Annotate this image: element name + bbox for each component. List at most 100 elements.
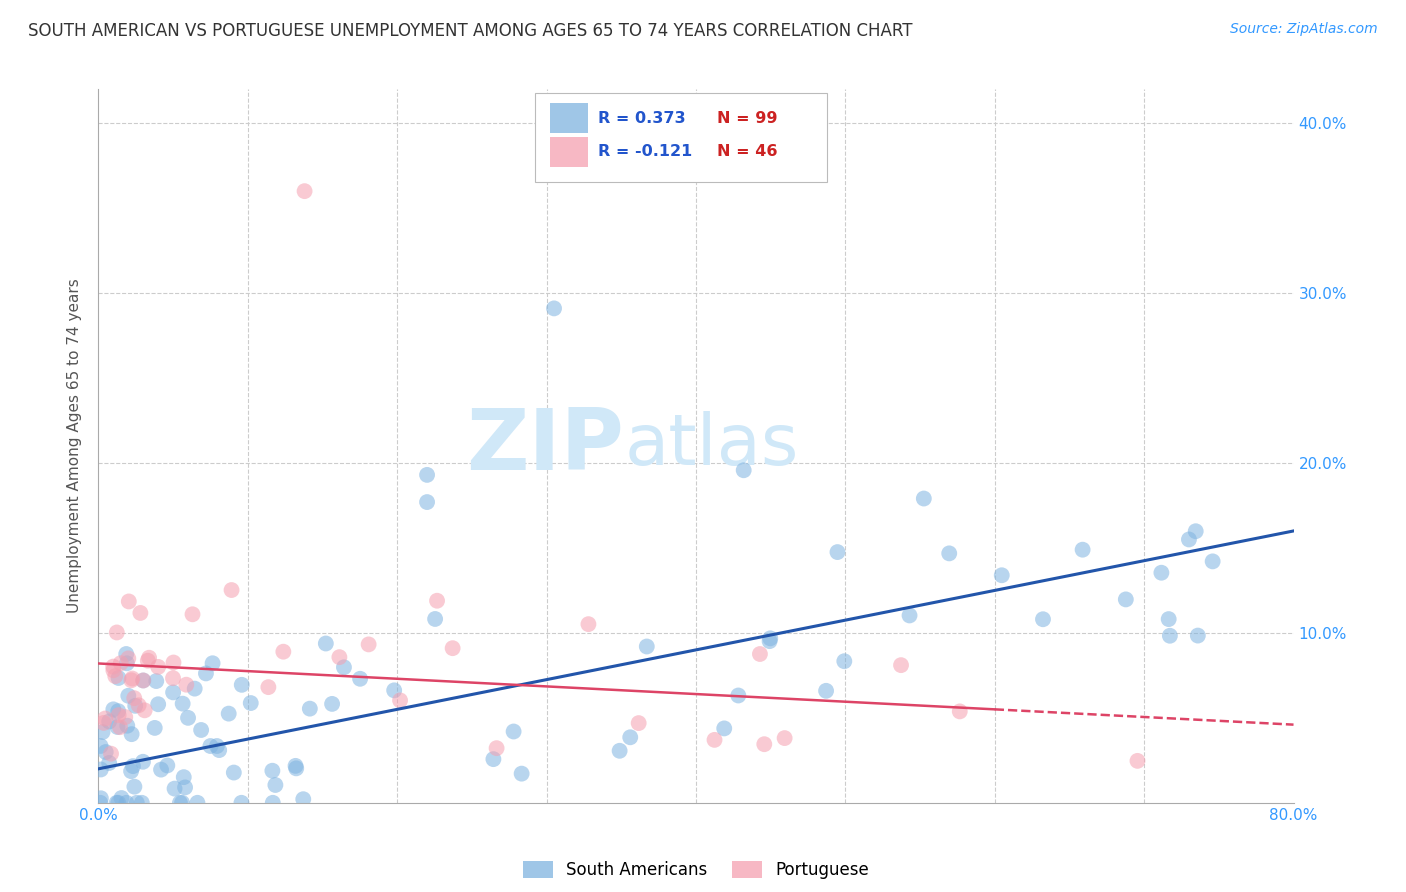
Point	[108, 720, 131, 734]
Point	[426, 593, 449, 607]
Point	[773, 731, 796, 745]
Point	[107, 671, 129, 685]
Point	[328, 650, 350, 665]
Point	[834, 654, 856, 668]
Text: N = 46: N = 46	[717, 145, 778, 160]
Point	[733, 463, 755, 477]
Point	[1150, 566, 1173, 580]
Text: N = 99: N = 99	[717, 111, 778, 126]
Point	[759, 632, 782, 646]
Point	[120, 673, 142, 688]
Point	[132, 673, 155, 688]
Point	[748, 647, 770, 661]
Point	[174, 780, 197, 795]
Point	[173, 770, 195, 784]
Point	[136, 654, 159, 668]
Point	[221, 582, 243, 597]
Point	[115, 657, 138, 671]
Point	[94, 745, 117, 759]
Point	[107, 708, 129, 723]
Point	[143, 721, 166, 735]
Point	[627, 716, 650, 731]
Point	[134, 703, 156, 717]
Text: atlas: atlas	[624, 411, 799, 481]
Point	[90, 739, 112, 753]
Point	[110, 791, 132, 805]
Point	[231, 796, 253, 810]
Point	[285, 761, 308, 775]
Point	[482, 752, 505, 766]
Point	[1126, 754, 1149, 768]
Point	[298, 701, 321, 715]
Point	[162, 685, 184, 699]
Point	[262, 764, 284, 778]
Point	[114, 710, 136, 724]
Point	[181, 607, 204, 622]
Point	[990, 568, 1012, 582]
Point	[205, 739, 228, 753]
Point	[423, 612, 446, 626]
Point	[122, 691, 145, 706]
Point	[107, 796, 129, 810]
Point	[186, 796, 208, 810]
Point	[110, 657, 132, 671]
Point	[125, 796, 148, 810]
Point	[510, 766, 533, 780]
Point	[176, 678, 198, 692]
Point	[284, 759, 307, 773]
Point	[103, 702, 125, 716]
Point	[194, 666, 217, 681]
Point	[208, 743, 231, 757]
Point	[1115, 592, 1137, 607]
Point	[273, 645, 295, 659]
Point	[758, 634, 780, 648]
Point	[315, 636, 337, 650]
Point	[333, 660, 356, 674]
Point	[1159, 629, 1181, 643]
Point	[264, 778, 287, 792]
Point	[609, 744, 631, 758]
Point	[107, 720, 129, 734]
Point	[349, 672, 371, 686]
Point	[129, 606, 152, 620]
Point	[1184, 524, 1206, 539]
Point	[1032, 612, 1054, 626]
Point	[754, 737, 776, 751]
Point	[619, 731, 641, 745]
Point	[357, 637, 380, 651]
Point	[115, 647, 138, 661]
Point	[163, 781, 186, 796]
Point	[292, 792, 315, 806]
Point	[115, 796, 138, 810]
Point	[294, 184, 316, 198]
Point	[89, 796, 111, 810]
Point	[183, 681, 205, 696]
Point	[138, 650, 160, 665]
Point	[815, 683, 838, 698]
Point	[1201, 554, 1223, 568]
Point	[122, 759, 145, 773]
Point	[543, 301, 565, 316]
Point	[190, 723, 212, 737]
Point	[169, 796, 191, 810]
Point	[578, 617, 600, 632]
Point	[321, 697, 343, 711]
Point	[90, 791, 112, 805]
Point	[91, 725, 114, 739]
Point	[150, 763, 173, 777]
Point	[257, 680, 280, 694]
Point	[162, 671, 184, 685]
Point	[170, 796, 193, 810]
Point	[124, 698, 146, 713]
Point	[172, 697, 194, 711]
Point	[218, 706, 240, 721]
Point	[107, 704, 129, 718]
Point	[148, 698, 170, 712]
Point	[890, 658, 912, 673]
Point	[105, 796, 128, 810]
Text: R = -0.121: R = -0.121	[598, 145, 692, 160]
Point	[90, 763, 112, 777]
Point	[485, 741, 508, 756]
Point	[117, 689, 139, 703]
Point	[200, 739, 222, 753]
